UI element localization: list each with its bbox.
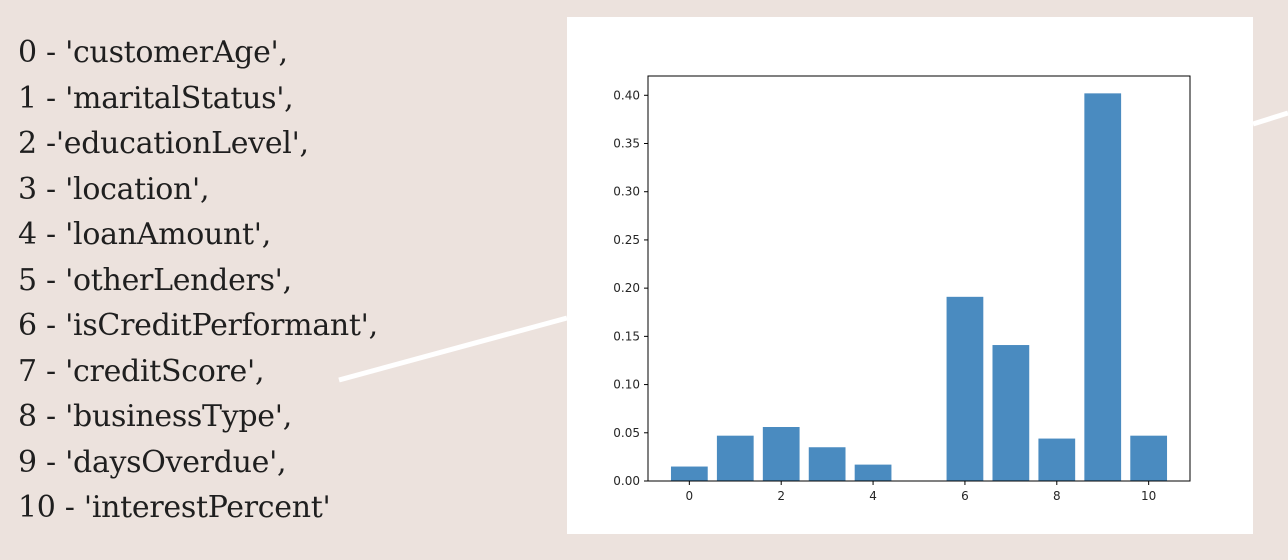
connector-line-right <box>1252 110 1288 127</box>
bar-9 <box>1084 93 1122 482</box>
y-tick-label: 0.15 <box>613 329 640 343</box>
feature-item-1: 1 - 'maritalStatus', <box>18 80 294 116</box>
plot-frame <box>647 75 1191 482</box>
y-tick-label: 0.10 <box>613 378 640 392</box>
bar-3 <box>808 447 846 481</box>
x-tick-label: 10 <box>1141 489 1156 503</box>
feature-item-10: 10 - 'interestPercent' <box>18 490 331 525</box>
y-tick-label: 0.40 <box>613 88 640 102</box>
bar-0 <box>670 466 708 481</box>
feature-item-2: 2 -'educationLevel', <box>18 126 309 161</box>
feature-item-7: 7 - 'creditScore', <box>18 353 265 389</box>
bar-1 <box>716 435 754 481</box>
feature-item-3: 3 - 'location', <box>18 171 210 207</box>
feature-item-9: 9 - 'daysOverdue', <box>18 444 287 480</box>
y-tick-label: 0.00 <box>613 474 640 488</box>
bar-2 <box>762 427 800 481</box>
feature-importance-chart: 0.00 0.05 0.10 0.15 0.20 0.25 0.30 0.35 0.40 0 2 4 6… <box>613 75 1191 503</box>
bar-7 <box>992 345 1030 481</box>
y-tick-label: 0.05 <box>613 426 640 440</box>
y-tick-label: 0.30 <box>613 185 640 199</box>
feature-item-5: 5 - 'otherLenders', <box>18 262 292 298</box>
y-tick-label: 0.20 <box>613 281 640 295</box>
x-tick-label: 4 <box>869 489 877 503</box>
feature-index-list: 0 - 'customerAge', 1 - 'maritalStatus', … <box>18 30 378 531</box>
x-tick-label: 0 <box>686 489 694 503</box>
y-tick-label: 0.35 <box>613 137 640 151</box>
y-tick-label: 0.25 <box>613 233 640 247</box>
x-tick-label: 8 <box>1053 489 1061 503</box>
bar-8 <box>1038 438 1076 481</box>
chart-card: 0.00 0.05 0.10 0.15 0.20 0.25 0.30 0.35 0.40 0 2 4 6… <box>567 17 1253 534</box>
feature-item-8: 8 - 'businessType', <box>18 399 292 434</box>
bar-4 <box>854 464 892 481</box>
bar-10 <box>1130 435 1168 481</box>
x-tick-label: 6 <box>961 489 969 503</box>
feature-item-6: 6 - 'isCreditPerformant', <box>18 308 378 343</box>
feature-item-4: 4 - 'loanAmount', <box>18 217 271 252</box>
feature-item-0: 0 - 'customerAge', <box>18 35 288 70</box>
bar-6 <box>946 296 984 481</box>
x-tick-label: 2 <box>777 489 785 503</box>
